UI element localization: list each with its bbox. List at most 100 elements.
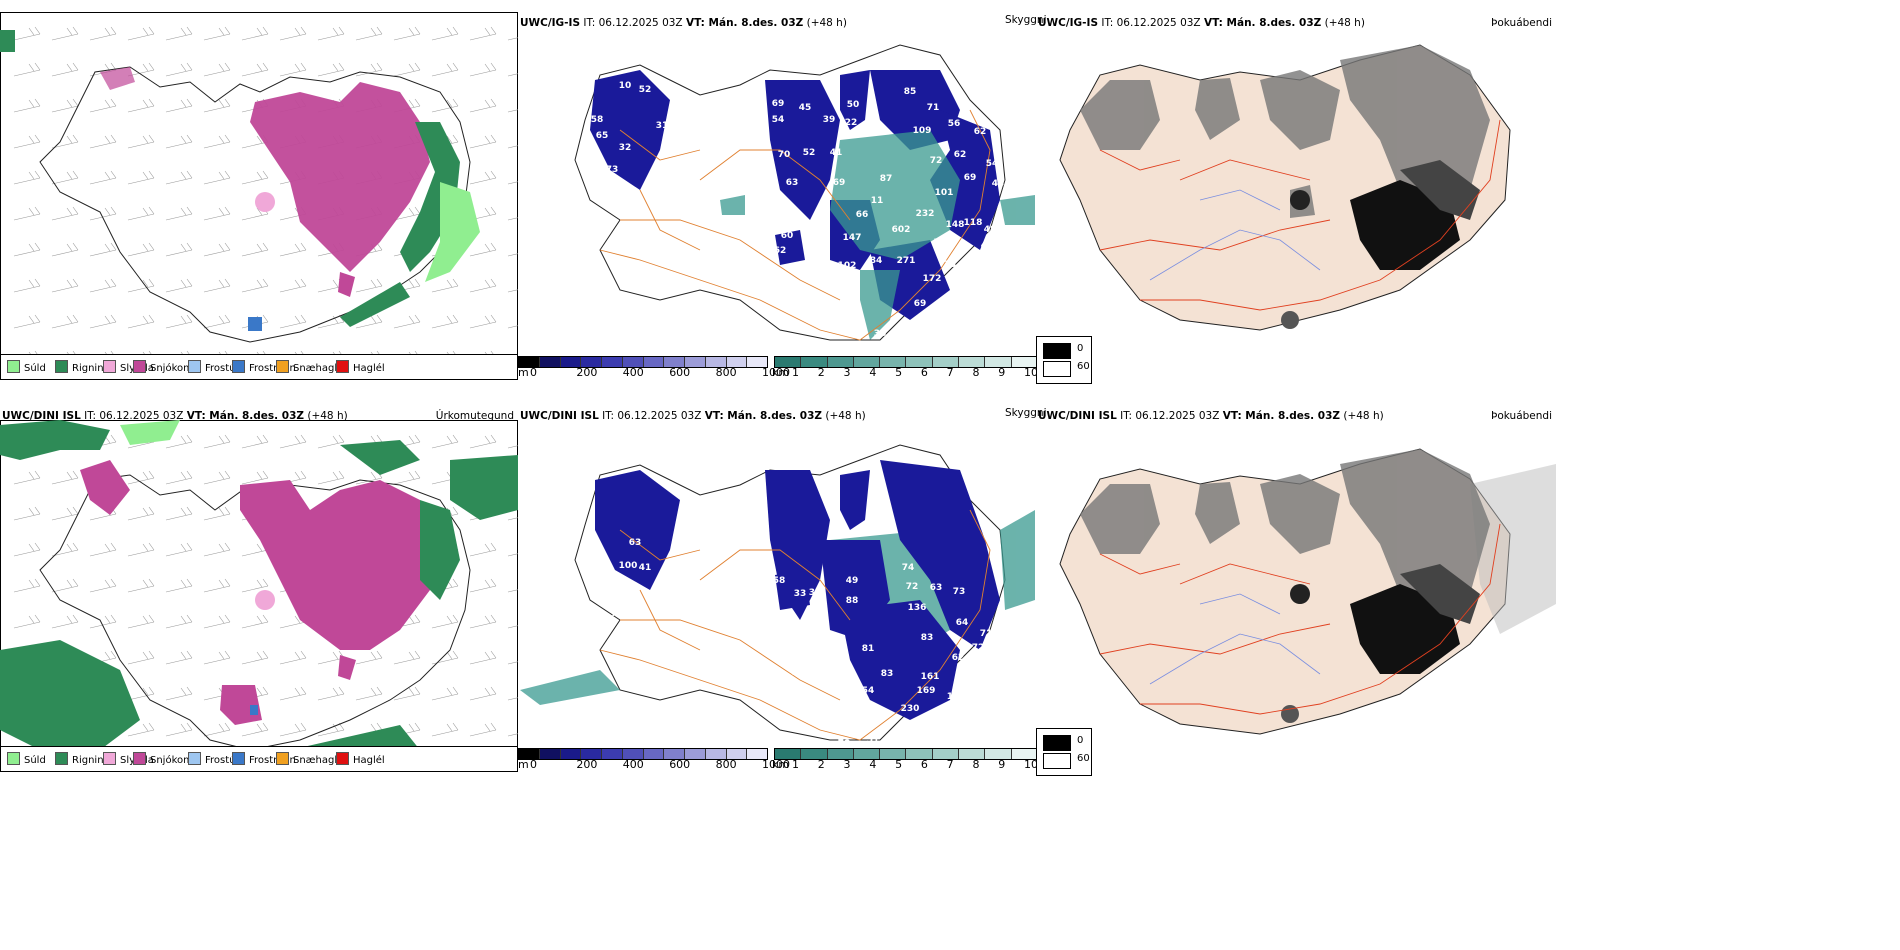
legend-label: Snjókoma <box>150 755 200 766</box>
wind-barb <box>317 26 345 41</box>
visibility-contour-label: 69 <box>772 99 785 109</box>
visibility-contour-label: 48 <box>984 225 997 235</box>
colorbar-segment <box>519 357 540 367</box>
wind-barb <box>203 506 231 521</box>
wind-barb <box>203 278 231 293</box>
visibility-contour-label: 62 <box>954 150 967 160</box>
colorbar-segment <box>539 749 561 759</box>
visibility-contour-label: 88 <box>846 596 859 606</box>
visibility-contour-label: 52 <box>639 85 652 95</box>
wind-barb <box>469 62 497 77</box>
wind-barb <box>165 434 193 449</box>
vis-unit-top: km <box>772 366 790 379</box>
precip-legend-item: Snjókoma <box>133 752 199 766</box>
wind-barb <box>469 722 497 737</box>
wind-barb <box>13 314 41 329</box>
visibility-contour-label: 85 <box>904 87 917 97</box>
colorbar-segment <box>801 357 828 367</box>
visibility-contour-label: 54 <box>986 159 999 169</box>
visibility-contour-label: 69 <box>914 299 927 309</box>
precip-legend-item: Frostúði <box>188 360 244 374</box>
visibility-contour-label: 56 <box>948 119 961 129</box>
visibility-contour-label: 72 <box>930 156 943 166</box>
precip-legend-item: Snæhagl <box>276 752 337 766</box>
visibility-contour-label: 69 <box>660 180 673 190</box>
wind-barb <box>507 589 518 593</box>
wind-barb <box>165 470 193 485</box>
colorbar-segment <box>827 749 854 759</box>
wind-barb <box>203 434 231 449</box>
cloud-header-top: UWC/IG-IS IT: 06.12.2025 03Z VT: Mán. 8.… <box>1038 17 1365 29</box>
wind-barb <box>89 134 117 149</box>
colorbar-segment <box>853 749 881 759</box>
colorbar-segment <box>685 749 706 759</box>
legend-label: Snæhagl <box>293 363 338 374</box>
visibility-contour-label: 181 <box>800 223 819 233</box>
wind-barb <box>507 625 518 629</box>
legend-swatch <box>7 752 20 765</box>
legend-swatch <box>103 360 116 373</box>
visibility-contour-label: 31 <box>656 121 669 131</box>
legend-swatch <box>55 360 68 373</box>
wind-barb <box>469 170 497 185</box>
wind-barb <box>127 26 155 41</box>
colorbar-segment <box>664 749 685 759</box>
wind-barb <box>469 26 497 41</box>
wind-barb <box>13 506 41 521</box>
colorbar-tick-label: 1000 <box>762 366 790 379</box>
visibility-contour-label: 66 <box>856 210 869 220</box>
visibility-contour-label: 55 <box>932 715 945 725</box>
colorbar-tick-label: 600 <box>669 758 691 771</box>
precip-legend-item: Rigning <box>55 360 110 374</box>
visibility-contour-label: 71 <box>927 103 940 113</box>
visibility-contour-label: 62 <box>774 246 787 256</box>
visibility-contour-label: 73 <box>953 587 966 597</box>
wind-barb <box>317 62 345 77</box>
wind-barb <box>165 686 193 701</box>
elev-unit-bottom: m <box>518 758 529 771</box>
wind-barb <box>507 73 518 77</box>
wind-barb <box>203 242 231 257</box>
precip-legend-top: SúldRigningSlyddaSnjókomaFrostúðiFrostre… <box>0 354 518 380</box>
colorbar-segment <box>747 357 767 367</box>
colorbar-tick-label: 8 <box>972 366 980 379</box>
wind-barb <box>127 98 155 113</box>
wind-barb <box>165 242 193 257</box>
wind-barb <box>165 650 193 665</box>
precip-header-bottom: UWC/DINI ISL IT: 06.12.2025 03Z VT: Mán.… <box>2 410 348 422</box>
visibility-contour-label: 73 <box>606 165 619 175</box>
legend-swatch <box>276 752 289 765</box>
wind-barb <box>89 242 117 257</box>
wind-barb <box>431 686 459 701</box>
wind-barb <box>355 26 383 41</box>
wind-barb <box>89 170 117 185</box>
wind-barb <box>203 470 231 485</box>
wind-barb <box>507 37 518 41</box>
legend-label: Frostúði <box>205 755 245 766</box>
visibility-panel-top: UWC/IG-IS IT: 06.12.2025 03Z VT: Mán. 8.… <box>518 0 1047 380</box>
wind-barb <box>507 733 518 737</box>
wind-barb <box>165 278 193 293</box>
visibility-contour-label: 32 <box>619 143 632 153</box>
wind-barb <box>469 314 497 329</box>
visibility-contour-label: 50 <box>847 100 860 110</box>
wind-barb <box>279 686 307 701</box>
wind-barb <box>51 62 79 77</box>
wind-barb <box>127 614 155 629</box>
wind-barb <box>13 170 41 185</box>
wind-barb <box>13 542 41 557</box>
cloud-legend-label: 60 <box>1077 753 1090 764</box>
wind-barb <box>507 145 518 149</box>
wind-barb <box>127 242 155 257</box>
colorbar-segment <box>853 357 881 367</box>
wind-barb <box>51 470 79 485</box>
colorbar-segment <box>519 749 540 759</box>
wind-barb <box>279 650 307 665</box>
visibility-contour-label: 147 <box>843 233 862 243</box>
wind-barb <box>469 134 497 149</box>
wind-barb <box>51 278 79 293</box>
colorbar-tick-label: 1 <box>792 758 799 771</box>
cloud-map-bottom <box>1059 448 1556 735</box>
wind-barb <box>241 278 269 293</box>
wind-barb <box>203 578 231 593</box>
